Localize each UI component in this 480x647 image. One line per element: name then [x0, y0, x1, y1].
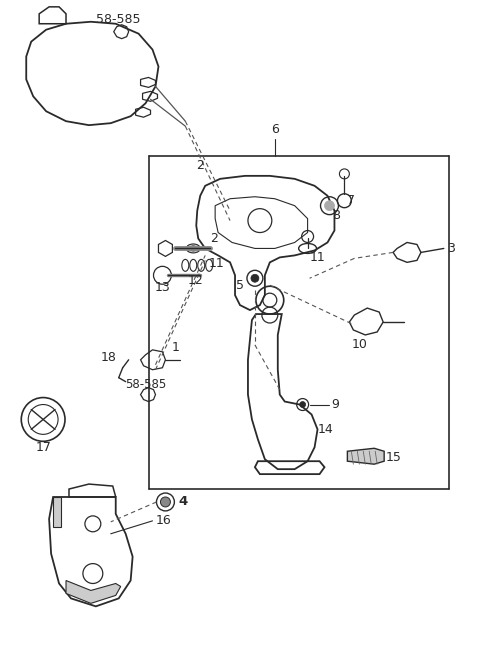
- Ellipse shape: [186, 244, 200, 253]
- Text: 14: 14: [318, 423, 333, 436]
- Text: 6: 6: [271, 123, 279, 136]
- Text: 3: 3: [447, 242, 455, 255]
- Text: 58-585: 58-585: [96, 14, 141, 27]
- Text: 11: 11: [310, 251, 325, 264]
- Text: 58-585: 58-585: [125, 378, 166, 391]
- Text: 13: 13: [155, 281, 170, 294]
- Text: 15: 15: [386, 451, 402, 464]
- Circle shape: [251, 274, 259, 282]
- Text: 2: 2: [196, 159, 204, 172]
- Ellipse shape: [190, 246, 197, 251]
- Circle shape: [160, 497, 170, 507]
- Text: 11: 11: [208, 257, 224, 270]
- Text: 9: 9: [332, 398, 339, 411]
- Polygon shape: [53, 497, 61, 527]
- Text: 18: 18: [101, 351, 117, 364]
- Text: 4: 4: [179, 496, 188, 509]
- Text: 16: 16: [156, 514, 171, 527]
- Polygon shape: [348, 448, 384, 464]
- Circle shape: [324, 201, 335, 211]
- Polygon shape: [66, 580, 120, 604]
- Circle shape: [300, 402, 306, 408]
- Text: 5: 5: [236, 279, 244, 292]
- Text: 2: 2: [210, 232, 218, 245]
- Text: 12: 12: [187, 274, 203, 287]
- Text: 10: 10: [351, 338, 367, 351]
- Text: 8: 8: [333, 209, 340, 222]
- Text: 7: 7: [348, 194, 355, 207]
- Text: 17: 17: [35, 441, 51, 454]
- Text: 1: 1: [171, 342, 180, 355]
